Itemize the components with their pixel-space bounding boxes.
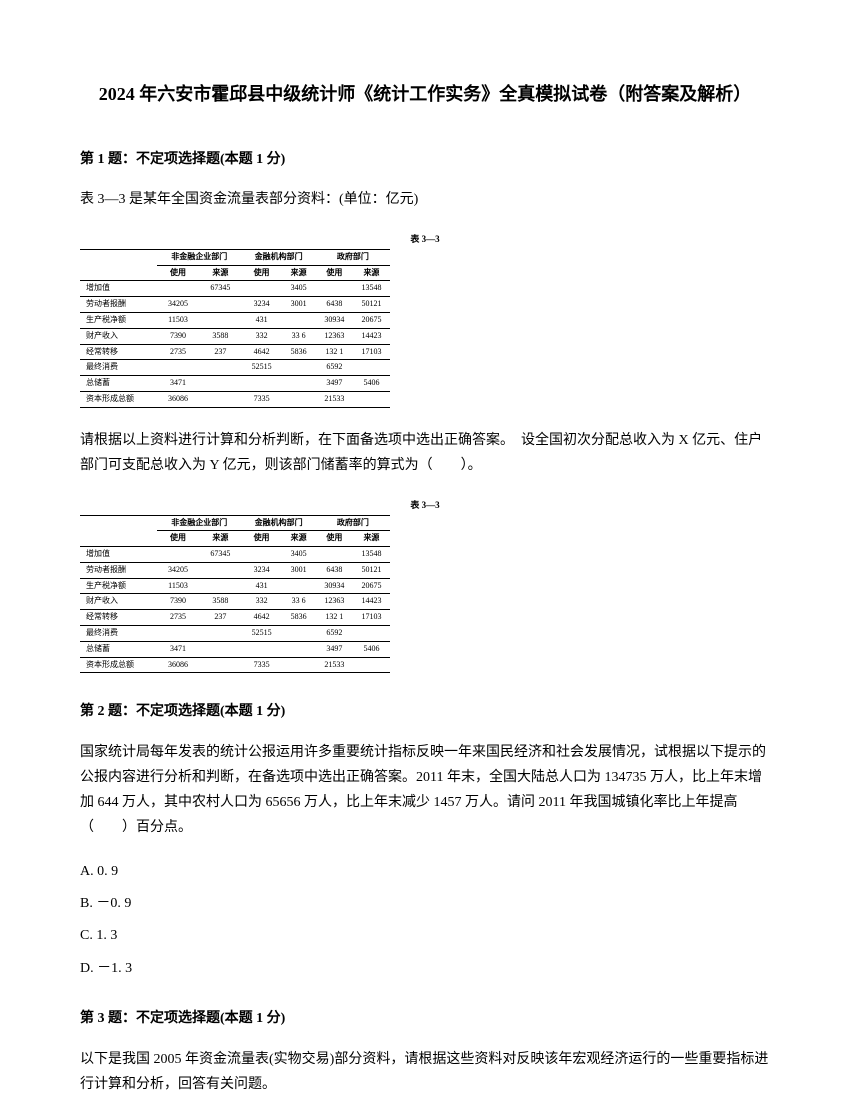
table-title: 表 3—3	[80, 498, 770, 512]
page-title: 2024 年六安市霍邱县中级统计师《统计工作实务》全真模拟试卷（附答案及解析）	[80, 80, 770, 109]
data-table: 非金融企业部门金融机构部门政府部门使用来源使用来源使用来源增加值67345340…	[80, 515, 390, 674]
q2-options: A. 0. 9 B. －0. 9 C. 1. 3 D. －1. 3	[80, 861, 770, 981]
q1-table-1: 表 3—3 非金融企业部门金融机构部门政府部门使用来源使用来源使用来源增加值67…	[80, 232, 770, 407]
q1-body: 请根据以上资料进行计算和分析判断，在下面备选项中选出正确答案。 设全国初次分配总…	[80, 428, 770, 478]
option-d: D. －1. 3	[80, 958, 770, 980]
option-a: A. 0. 9	[80, 861, 770, 883]
q2-header: 第 2 题：不定项选择题(本题 1 分)	[80, 701, 770, 723]
q1-table-2: 表 3—3 非金融企业部门金融机构部门政府部门使用来源使用来源使用来源增加值67…	[80, 498, 770, 673]
option-c: C. 1. 3	[80, 925, 770, 947]
q3-body: 以下是我国 2005 年资金流量表(实物交易)部分资料，请根据这些资料对反映该年…	[80, 1047, 770, 1097]
data-table: 非金融企业部门金融机构部门政府部门使用来源使用来源使用来源增加值67345340…	[80, 249, 390, 408]
q2-body: 国家统计局每年发表的统计公报运用许多重要统计指标反映一年来国民经济和社会发展情况…	[80, 740, 770, 841]
q3-header: 第 3 题：不定项选择题(本题 1 分)	[80, 1008, 770, 1030]
table-title: 表 3—3	[80, 232, 770, 246]
option-b: B. －0. 9	[80, 893, 770, 915]
q1-intro: 表 3—3 是某年全国资金流量表部分资料：(单位：亿元)	[80, 187, 770, 212]
q1-header: 第 1 题：不定项选择题(本题 1 分)	[80, 149, 770, 171]
